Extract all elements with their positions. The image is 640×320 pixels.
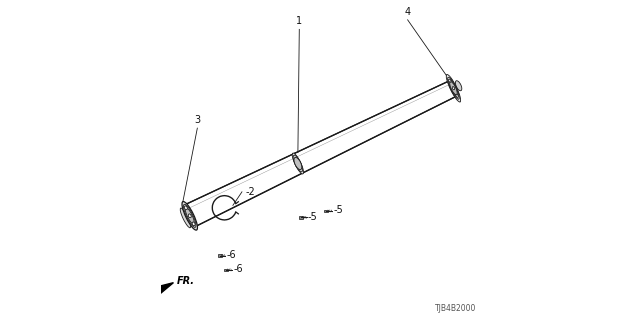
Ellipse shape xyxy=(452,87,454,90)
Text: -6: -6 xyxy=(227,250,236,260)
Polygon shape xyxy=(224,269,228,271)
Ellipse shape xyxy=(185,208,194,224)
Text: -5: -5 xyxy=(333,205,343,215)
Ellipse shape xyxy=(184,204,196,228)
Ellipse shape xyxy=(447,77,460,99)
Text: -5: -5 xyxy=(308,212,317,222)
Ellipse shape xyxy=(188,214,191,218)
Ellipse shape xyxy=(292,153,303,174)
Ellipse shape xyxy=(456,81,462,91)
Ellipse shape xyxy=(192,222,195,226)
Ellipse shape xyxy=(294,157,302,170)
Ellipse shape xyxy=(456,94,458,97)
Ellipse shape xyxy=(449,79,458,97)
Ellipse shape xyxy=(184,206,188,210)
Polygon shape xyxy=(218,254,221,257)
Polygon shape xyxy=(324,210,328,212)
Text: FR.: FR. xyxy=(177,276,195,286)
Ellipse shape xyxy=(188,214,191,218)
Ellipse shape xyxy=(450,82,457,95)
Ellipse shape xyxy=(452,87,454,90)
Polygon shape xyxy=(299,216,303,219)
Text: 3: 3 xyxy=(195,115,200,125)
Text: -6: -6 xyxy=(233,264,243,274)
Text: -2: -2 xyxy=(245,187,255,197)
Text: 1: 1 xyxy=(296,16,302,26)
Polygon shape xyxy=(154,283,173,296)
Ellipse shape xyxy=(184,206,188,210)
Ellipse shape xyxy=(182,202,198,230)
Polygon shape xyxy=(184,81,457,227)
Text: 4: 4 xyxy=(404,7,411,17)
Ellipse shape xyxy=(192,222,195,226)
Ellipse shape xyxy=(456,94,458,97)
Ellipse shape xyxy=(180,208,191,228)
Ellipse shape xyxy=(293,155,303,172)
Ellipse shape xyxy=(449,79,451,82)
Ellipse shape xyxy=(449,79,451,82)
Text: TJB4B2000: TJB4B2000 xyxy=(435,304,476,313)
Ellipse shape xyxy=(446,75,461,102)
